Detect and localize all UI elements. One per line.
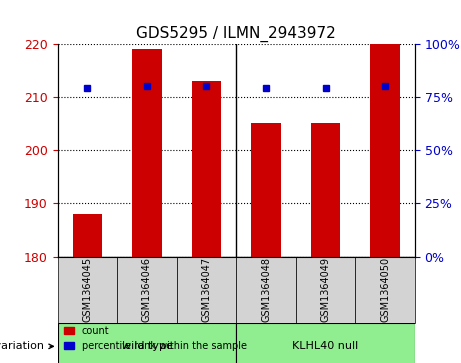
FancyBboxPatch shape bbox=[296, 257, 355, 323]
Title: GDS5295 / ILMN_2943972: GDS5295 / ILMN_2943972 bbox=[136, 26, 336, 42]
FancyBboxPatch shape bbox=[117, 257, 177, 323]
Text: GSM1364047: GSM1364047 bbox=[201, 257, 212, 322]
Bar bbox=[72, 214, 102, 257]
FancyBboxPatch shape bbox=[355, 257, 415, 323]
FancyBboxPatch shape bbox=[58, 323, 236, 363]
Legend: count, percentile rank within the sample: count, percentile rank within the sample bbox=[60, 322, 250, 355]
Bar bbox=[370, 44, 400, 257]
Bar bbox=[251, 123, 281, 257]
Text: GSM1364050: GSM1364050 bbox=[380, 257, 390, 322]
FancyBboxPatch shape bbox=[177, 257, 236, 323]
Bar bbox=[311, 123, 341, 257]
Bar bbox=[192, 81, 221, 257]
FancyBboxPatch shape bbox=[236, 257, 296, 323]
Bar bbox=[132, 49, 162, 257]
Text: GSM1364048: GSM1364048 bbox=[261, 257, 271, 322]
FancyBboxPatch shape bbox=[58, 257, 117, 323]
Text: GSM1364046: GSM1364046 bbox=[142, 257, 152, 322]
Text: GSM1364045: GSM1364045 bbox=[83, 257, 92, 322]
Text: wild type: wild type bbox=[122, 341, 172, 351]
Text: KLHL40 null: KLHL40 null bbox=[292, 341, 359, 351]
Text: GSM1364049: GSM1364049 bbox=[320, 257, 331, 322]
Text: genotype/variation: genotype/variation bbox=[0, 341, 53, 351]
FancyBboxPatch shape bbox=[236, 323, 415, 363]
